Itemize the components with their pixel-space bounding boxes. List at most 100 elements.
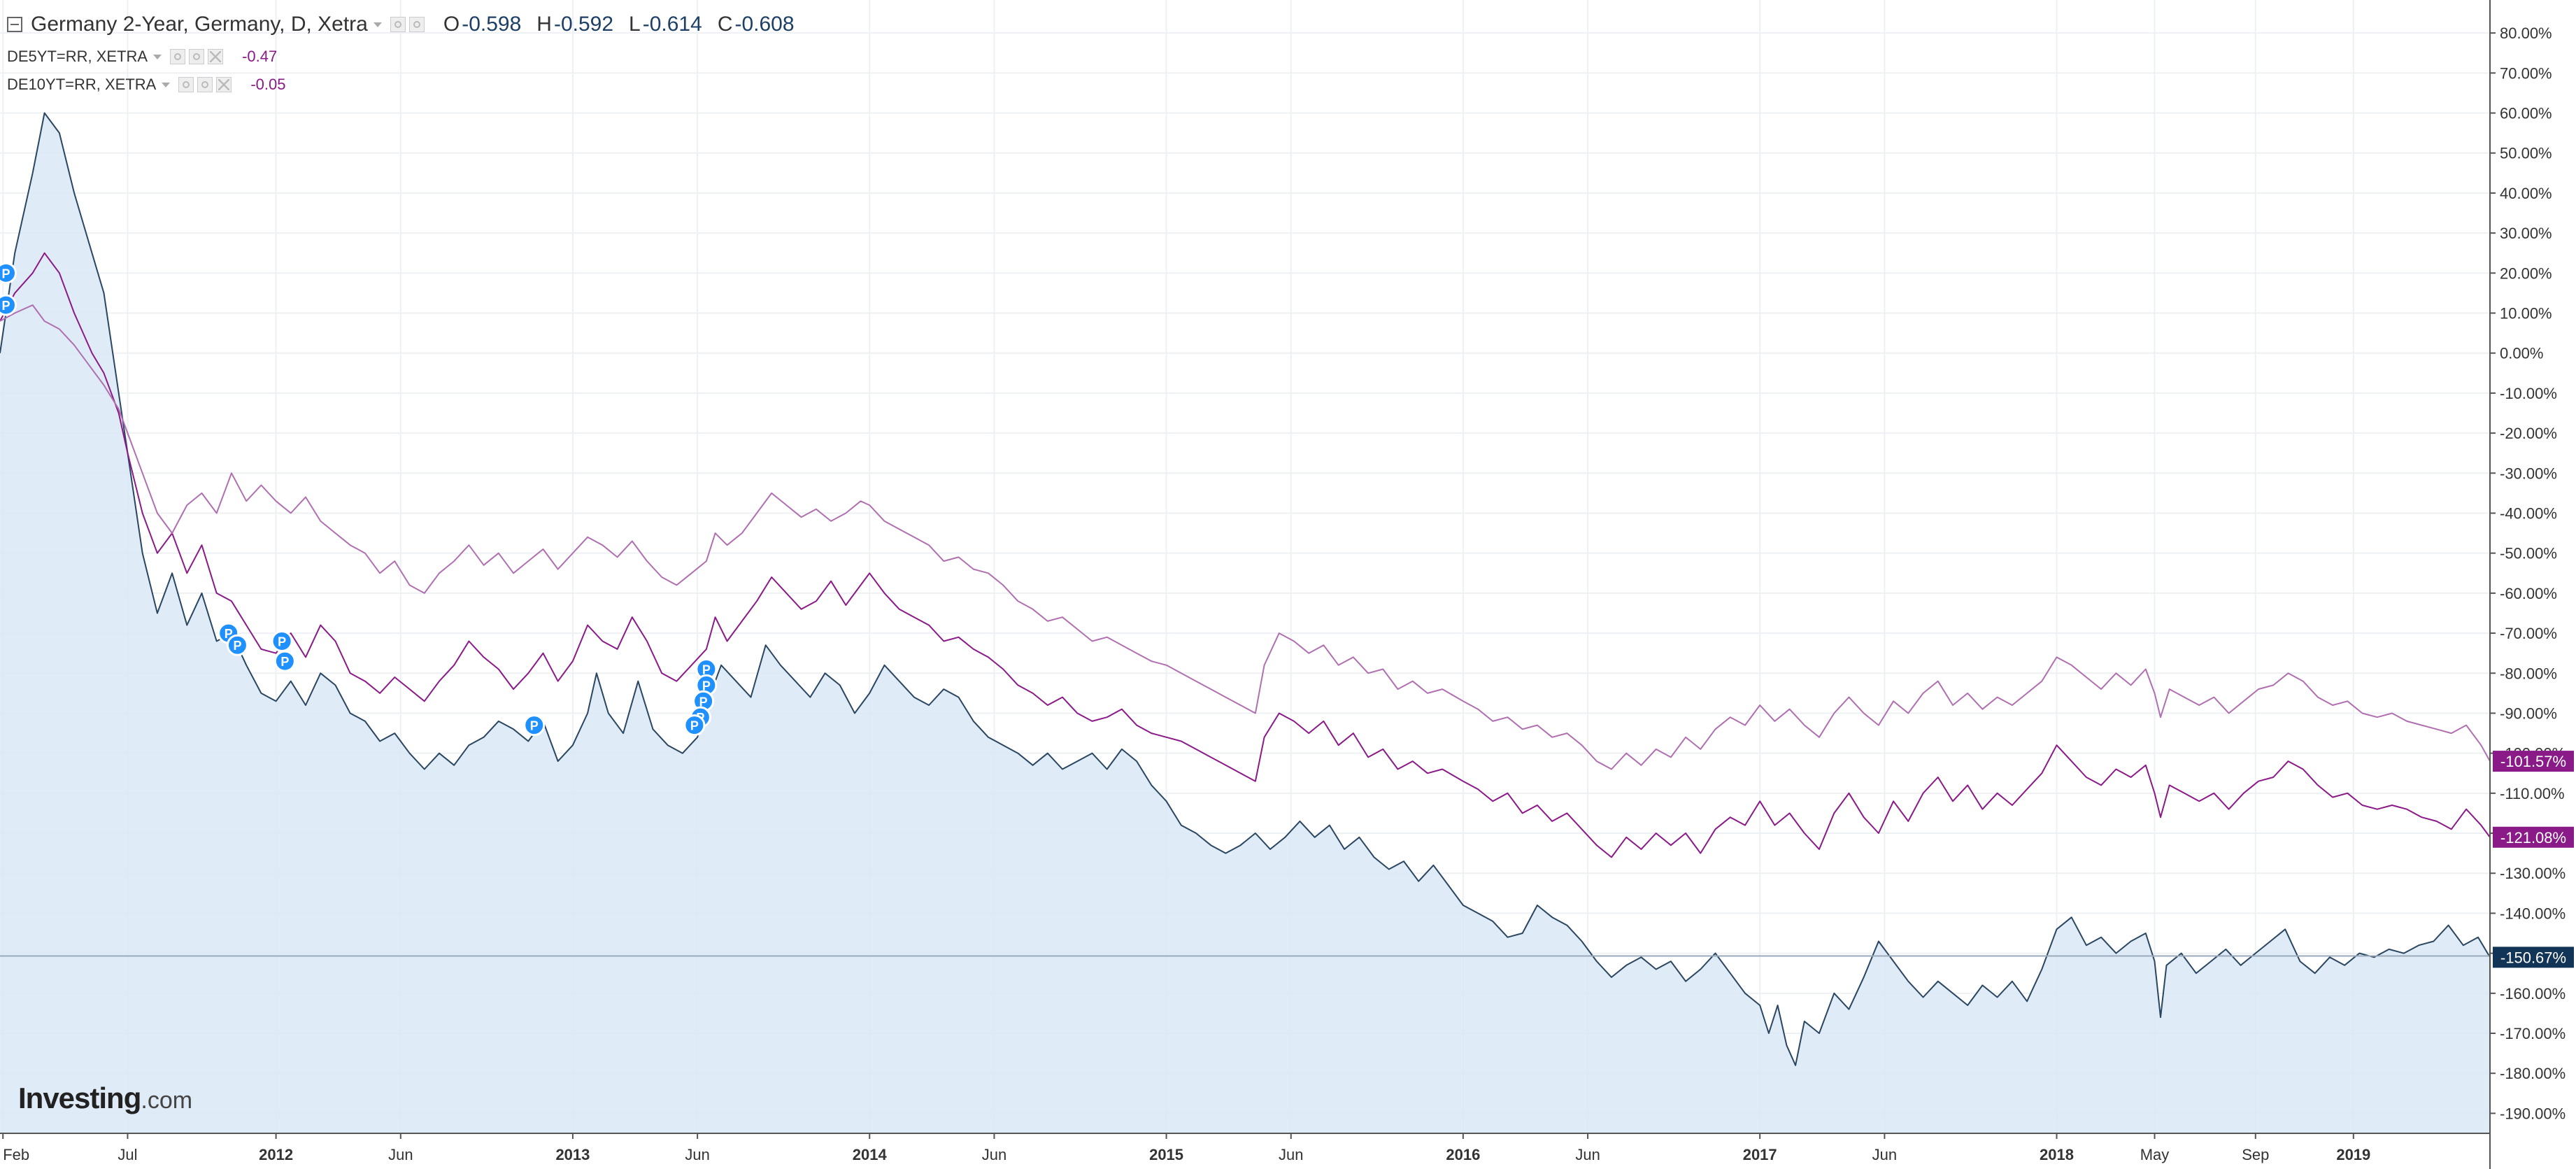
series-layer [0,112,2491,1133]
y-tick-label: -50.00% [2500,545,2557,562]
gear-icon[interactable] [197,77,213,92]
compare-legend-5y: DE5YT=RR, XETRA -0.47 [7,48,277,66]
event-marker-label[interactable]: P [278,635,286,649]
event-marker-label[interactable]: P [1,267,10,281]
logo-brand: Investing [18,1082,141,1114]
event-marker[interactable]: P [0,294,17,316]
y-tick-label: 50.00% [2500,145,2552,162]
y-tick-label: -110.00% [2500,785,2565,802]
series-line-germany-2y [0,112,2491,1066]
x-tick-label: Jul [118,1146,137,1163]
x-tick-label: Jun [1279,1146,1303,1163]
event-marker-circle[interactable] [226,634,248,656]
last-value-badge: -101.57% [2493,751,2574,772]
x-tick-label: Jun [388,1146,413,1163]
investing-logo[interactable]: Investing.com [18,1082,192,1115]
y-tick-label: 40.00% [2500,185,2552,202]
event-marker[interactable]: P [523,714,546,737]
compare-5y-value: -0.47 [242,48,278,65]
y-tick-label: 0.00% [2500,345,2543,362]
last-value-badge-label: -150.67% [2500,949,2566,966]
series-line-de10y [0,304,2491,770]
x-tick-label: Jun [982,1146,1006,1163]
y-tick-label: -80.00% [2500,665,2557,682]
instrument-title[interactable]: Germany 2-Year, Germany, D, Xetra [31,13,368,36]
gear-icon[interactable] [189,49,205,64]
event-marker[interactable]: P [273,650,296,672]
x-tick-label: 2017 [1743,1146,1777,1163]
event-marker-label[interactable]: P [233,639,241,653]
x-tick-label: Feb [3,1146,29,1163]
event-marker-label[interactable]: P [702,663,711,677]
y-tick-label: -160.00% [2500,985,2566,1002]
ohlc-low-value: -0.614 [642,13,702,36]
event-marker-circle[interactable] [523,714,546,737]
event-marker[interactable]: P [0,262,17,284]
event-marker[interactable]: P [226,634,248,656]
chevron-down-icon[interactable] [153,54,162,59]
y-tick-label: -180.00% [2500,1065,2566,1082]
x-tick-label: 2015 [1149,1146,1183,1163]
visibility-icon[interactable] [170,49,186,64]
chevron-down-icon[interactable] [373,22,382,27]
event-marker-label[interactable]: P [280,655,289,669]
y-tick-label: 80.00% [2500,24,2552,42]
logo-suffix: .com [141,1087,193,1114]
collapse-icon[interactable] [7,17,22,32]
x-tick-label: Jun [1872,1146,1897,1163]
event-marker[interactable]: P [271,630,293,653]
y-tick-label: 20.00% [2500,264,2552,282]
compare-10y-label[interactable]: DE10YT=RR, XETRA [7,76,157,93]
gear-icon[interactable] [408,17,425,32]
ohlc-close-key: C [717,13,733,36]
x-tick-label: 2012 [259,1146,293,1163]
event-marker-circle[interactable] [683,714,706,737]
series-area-fill [0,113,2490,1133]
event-marker-circle[interactable] [0,262,17,284]
y-tick-label: -10.00% [2500,385,2557,402]
compare-5y-label[interactable]: DE5YT=RR, XETRA [7,48,148,65]
x-tick-label: 2016 [1446,1146,1480,1163]
x-tick-label: 2018 [2040,1146,2074,1163]
visibility-icon[interactable] [178,77,194,92]
y-tick-label: -30.00% [2500,465,2557,482]
event-marker-label[interactable]: P [702,679,711,693]
x-tick-label: 2013 [555,1146,590,1163]
event-marker[interactable]: P [695,674,718,696]
y-tick-label: -40.00% [2500,504,2557,522]
last-value-badge-bg [2493,947,2574,968]
event-marker[interactable]: P [683,714,706,737]
close-icon[interactable] [216,77,232,92]
y-tick-label: 10.00% [2500,305,2552,323]
last-value-badge: -150.67% [2493,947,2574,968]
event-marker-label[interactable]: P [690,719,699,733]
series-line-de5y [0,252,2491,858]
event-marker-label[interactable]: P [1,299,10,313]
x-tick-label: 2019 [2336,1146,2370,1163]
last-value-badge-bg [2493,751,2574,772]
last-value-badge: -121.08% [2493,826,2574,848]
chevron-down-icon[interactable] [162,82,171,87]
last-value-badge-bg [2493,826,2574,848]
event-marker-label[interactable]: P [699,695,708,709]
y-tick-label: -60.00% [2500,585,2557,602]
y-tick-label: 70.00% [2500,64,2552,82]
event-marker-label[interactable]: P [530,719,539,733]
y-tick-label: 60.00% [2500,105,2552,122]
main-legend: Germany 2-Year, Germany, D, Xetra O -0.59… [7,13,795,36]
ohlc-open-value: -0.598 [462,13,522,36]
last-value-badge-label: -101.57% [2500,753,2566,770]
marker-layer: PPPPPPPPPPPP [0,262,718,737]
ohlc-high-key: H [536,13,552,36]
settings-icon[interactable] [390,17,406,32]
event-marker-circle[interactable] [0,294,17,316]
event-marker-circle[interactable] [273,650,296,672]
last-value-badge-label: -121.08% [2500,829,2566,846]
y-tick-label: -190.00% [2500,1105,2566,1122]
compare-legend-10y: DE10YT=RR, XETRA -0.05 [7,76,286,94]
close-icon[interactable] [208,49,224,64]
y-tick-label: -70.00% [2500,625,2557,642]
x-tick-label: Sep [2242,1146,2269,1163]
